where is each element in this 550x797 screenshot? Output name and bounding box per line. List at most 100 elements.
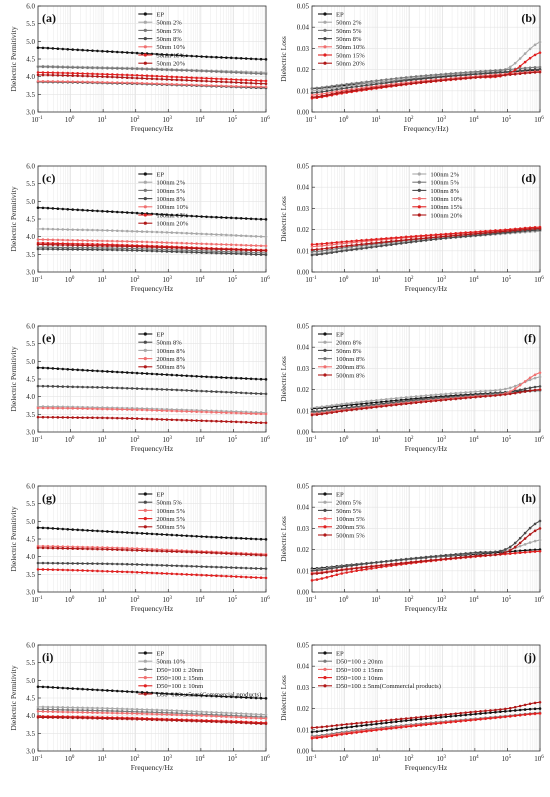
legend-marker <box>323 357 327 361</box>
data-point <box>86 569 89 572</box>
data-point <box>330 570 334 573</box>
y-axis-label: Dielectric Loss <box>279 675 288 721</box>
data-point <box>234 84 238 88</box>
data-point <box>180 75 184 79</box>
data-point <box>523 549 527 552</box>
x-tick-label: 10-1 <box>31 596 43 604</box>
x-tick-label: 101 <box>371 755 381 763</box>
legend-marker <box>143 659 147 663</box>
legend-label: 500nm 8% <box>156 364 185 371</box>
data-point <box>264 218 268 221</box>
data-point <box>239 377 243 380</box>
data-point <box>394 726 398 730</box>
data-point <box>424 236 428 240</box>
data-point <box>434 79 438 83</box>
data-point <box>244 377 248 380</box>
data-point <box>345 82 349 86</box>
data-point <box>41 526 45 530</box>
data-point <box>130 51 134 55</box>
data-point <box>111 407 114 411</box>
data-point <box>36 546 40 550</box>
data-point <box>315 413 319 416</box>
data-point <box>254 249 258 252</box>
legend-marker <box>143 28 147 32</box>
data-point <box>239 57 243 60</box>
data-point <box>200 76 203 80</box>
data-point <box>454 553 458 556</box>
data-point <box>345 86 349 90</box>
data-point <box>66 385 70 389</box>
data-point <box>528 707 532 711</box>
legend-marker <box>143 676 147 680</box>
data-point <box>66 687 70 690</box>
y-tick-label: 0.04 <box>297 184 310 192</box>
data-point <box>225 77 228 81</box>
data-point <box>439 75 443 79</box>
x-tick-label: 105 <box>502 596 512 604</box>
y-tick-label: 6.0 <box>26 642 35 650</box>
data-point <box>205 375 208 379</box>
legend-marker <box>143 651 147 655</box>
data-point <box>264 567 268 570</box>
data-point <box>533 712 537 715</box>
data-point <box>330 404 334 407</box>
data-point <box>130 245 134 248</box>
data-point <box>380 398 383 402</box>
data-point <box>325 567 329 571</box>
data-point <box>320 94 324 98</box>
data-point <box>538 700 542 704</box>
data-point <box>414 718 418 721</box>
x-tick-label: 105 <box>228 116 238 124</box>
data-point <box>249 377 253 381</box>
data-point <box>135 211 139 215</box>
data-point <box>538 70 542 74</box>
data-point <box>249 421 253 424</box>
data-point <box>528 389 532 393</box>
data-point <box>175 564 179 568</box>
data-point <box>399 402 403 406</box>
legend-label: 100nm 5% <box>156 508 185 515</box>
data-point <box>220 84 223 88</box>
data-point <box>91 709 94 712</box>
data-point <box>249 716 253 720</box>
data-point <box>215 715 218 718</box>
data-point <box>96 248 99 251</box>
data-point <box>175 418 179 422</box>
data-point <box>444 392 448 396</box>
data-point <box>239 566 243 570</box>
data-point <box>259 722 263 725</box>
data-point <box>464 391 467 394</box>
data-point <box>528 702 532 706</box>
data-point <box>429 399 433 403</box>
data-point <box>71 71 74 75</box>
x-tick-label: 103 <box>163 755 173 763</box>
data-point <box>399 717 403 721</box>
data-point <box>180 241 184 245</box>
legend-label: 50nm 20% <box>156 61 185 68</box>
data-point <box>116 244 119 248</box>
data-point <box>234 721 238 724</box>
legend-marker <box>143 332 147 336</box>
data-point <box>205 551 208 554</box>
data-point <box>239 575 243 579</box>
data-point <box>220 376 223 379</box>
data-point <box>484 554 487 557</box>
data-point <box>504 73 507 77</box>
data-point <box>489 389 492 393</box>
data-point <box>106 709 109 713</box>
series-50nm-5- <box>310 65 542 90</box>
legend-marker <box>143 20 147 24</box>
data-point <box>205 232 208 236</box>
data-point <box>51 561 55 565</box>
data-point <box>96 711 99 715</box>
data-point <box>264 79 268 83</box>
chart-panel-g: 3.03.54.04.55.05.56.010-1 100 101 102 103 104… <box>9 483 270 614</box>
data-point <box>111 570 114 573</box>
data-point <box>360 563 363 566</box>
data-point <box>185 550 188 554</box>
y-axis-label: Dielectric Permitivity <box>9 186 18 251</box>
data-point <box>310 86 314 90</box>
data-point <box>215 419 218 423</box>
data-point <box>518 391 522 394</box>
data-point <box>205 215 208 219</box>
